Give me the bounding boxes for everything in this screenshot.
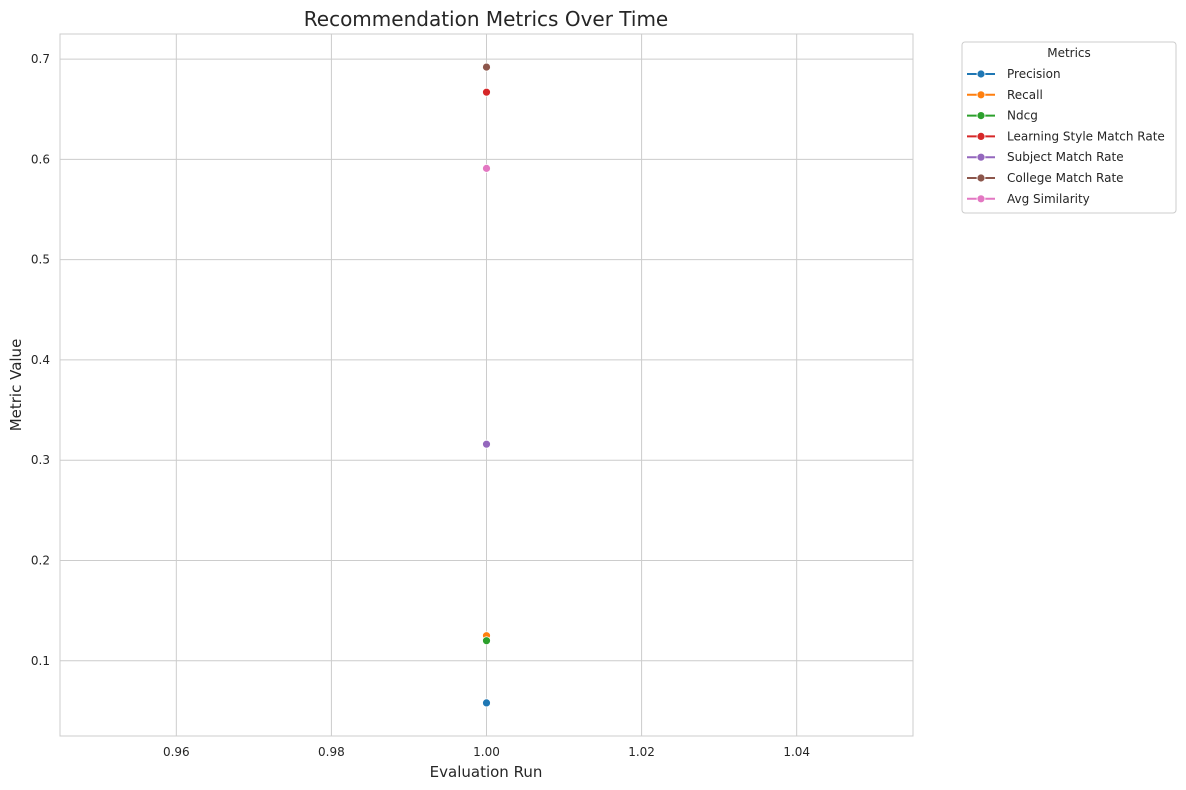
legend-label: College Match Rate [1007,171,1124,185]
y-tick-label: 0.2 [31,554,50,568]
data-point [482,636,491,646]
legend-marker-swatch [976,173,986,183]
x-tick-label: 0.96 [163,745,190,759]
data-point [482,698,491,708]
tick-labels: 0.96 0.98 1.00 1.02 1.04 0.1 0.2 0.3 0.4 0.5 0.6 0.… [31,52,810,759]
legend-item: Subject Match Rate [967,150,1124,164]
series-learning-style-match-rate [482,87,491,97]
legend-item: Recall [967,88,1043,102]
y-tick-label: 0.1 [31,654,50,668]
series-precision [482,698,491,708]
y-tick-label: 0.5 [31,253,50,267]
legend: Metrics Precision Recall Ndcg Learning Styl… [961,41,1177,214]
series-subject-match-rate [482,439,491,449]
legend-label: Avg Similarity [1007,192,1090,206]
legend-item: Avg Similarity [967,192,1090,206]
x-tick-label: 1.04 [783,745,810,759]
data-point [482,439,491,449]
legend-item: Ndcg [967,109,1038,123]
legend-label: Subject Match Rate [1007,150,1124,164]
legend-marker-swatch [976,131,986,141]
legend-item: College Match Rate [967,171,1124,185]
data-layer [482,62,491,708]
x-tick-label: 1.02 [628,745,655,759]
data-point [482,62,491,72]
y-tick-label: 0.6 [31,152,50,166]
legend-label: Recall [1007,88,1043,102]
y-tick-label: 0.4 [31,353,50,367]
legend-item: Precision [967,67,1061,81]
legend-marker-swatch [976,152,986,162]
legend-marker-swatch [976,194,986,204]
grid [60,34,913,736]
data-point [482,87,491,97]
x-axis-label: Evaluation Run [430,763,543,781]
legend-label: Learning Style Match Rate [1007,129,1165,143]
legend-frame [961,41,1177,214]
chart-title: Recommendation Metrics Over Time [304,7,668,31]
legend-title: Metrics [1047,46,1091,60]
x-tick-label: 0.98 [318,745,345,759]
x-tick-label: 1.00 [473,745,500,759]
series-ndcg [482,636,491,646]
legend-label: Ndcg [1007,109,1038,123]
series-college-match-rate [482,62,491,72]
plot-area-frame [59,33,914,737]
legend-item: Learning Style Match Rate [967,129,1165,143]
data-point [482,163,491,173]
legend-marker-swatch [976,69,986,79]
legend-label: Precision [1007,67,1061,81]
y-axis-label: Metric Value [7,339,25,432]
y-tick-label: 0.7 [31,52,50,66]
y-tick-label: 0.3 [31,453,50,467]
legend-items: Precision Recall Ndcg Learning Style Match … [967,67,1165,206]
legend-marker-swatch [976,111,986,120]
series-avg-similarity [482,163,491,173]
legend-marker-swatch [976,90,986,100]
